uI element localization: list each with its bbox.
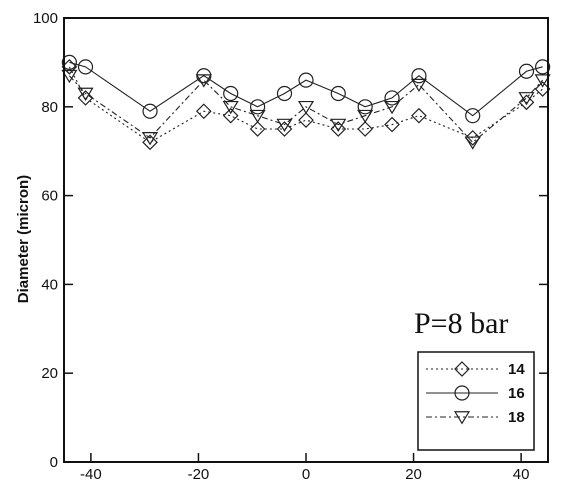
series-line-18 <box>68 75 544 144</box>
legend-marker-18 <box>453 411 471 425</box>
series-14 <box>61 58 551 151</box>
series-16 <box>61 54 551 124</box>
y-axis-label: Diameter (micron) <box>15 175 32 303</box>
y-tick-label: 0 <box>50 454 58 471</box>
series-layer <box>61 54 551 151</box>
legend-box <box>417 351 535 451</box>
legend: 14 16 18 <box>417 351 535 451</box>
data-point <box>276 118 293 133</box>
data-point <box>298 72 314 88</box>
data-point <box>249 121 266 137</box>
data-point <box>464 136 481 150</box>
data-point <box>61 54 77 71</box>
data-point <box>195 103 212 120</box>
y-tick-label: 60 <box>41 188 58 205</box>
data-point <box>250 99 266 115</box>
data-point <box>77 87 94 101</box>
y-tick-label: 80 <box>41 99 58 116</box>
data-point <box>518 92 535 106</box>
data-point <box>77 59 94 75</box>
series-line-16 <box>69 61 543 117</box>
data-point <box>298 112 314 128</box>
data-point <box>142 134 158 151</box>
data-point <box>222 100 239 115</box>
data-point <box>384 90 400 106</box>
data-point <box>330 121 347 137</box>
y-tick-label: 100 <box>33 10 58 27</box>
data-point <box>357 109 374 124</box>
data-point <box>249 109 266 124</box>
legend-label-18: 18 <box>508 409 525 426</box>
data-point <box>141 132 159 146</box>
legend-marker-16 <box>454 385 470 401</box>
data-point <box>77 90 94 106</box>
data-point <box>297 100 315 115</box>
data-point <box>276 85 293 102</box>
data-point <box>518 63 535 79</box>
data-point <box>411 107 427 124</box>
legend-label-14: 14 <box>508 361 525 378</box>
data-point <box>410 78 427 93</box>
x-tick-label: -20 <box>188 466 210 481</box>
x-tick-label: 40 <box>513 466 530 481</box>
data-point <box>222 107 239 124</box>
data-point <box>330 85 346 102</box>
pressure-annotation: P=8 bar <box>414 307 508 340</box>
data-point <box>383 100 401 115</box>
data-point <box>534 74 551 88</box>
legend-label-16: 16 <box>508 385 525 402</box>
data-point <box>357 99 373 115</box>
y-tick-label: 20 <box>41 365 58 382</box>
x-tick-label: 0 <box>302 466 310 481</box>
data-point <box>61 69 78 84</box>
legend-marker-14 <box>454 361 470 377</box>
data-point <box>411 68 427 84</box>
data-point <box>535 59 551 75</box>
x-tick-label: 20 <box>405 466 422 481</box>
x-tick-label: -40 <box>80 466 102 481</box>
data-point <box>465 108 481 124</box>
data-point <box>142 103 158 119</box>
data-point <box>276 121 293 137</box>
data-point <box>223 85 239 102</box>
data-point <box>384 116 400 133</box>
series-18 <box>61 69 551 150</box>
data-point <box>357 121 374 137</box>
data-point <box>464 130 481 146</box>
axis-ticks: -40 -20 0 20 40 0 20 40 60 80 100 <box>33 10 548 481</box>
data-point <box>518 94 535 111</box>
y-tick-label: 40 <box>41 276 58 293</box>
data-point <box>330 118 347 133</box>
data-point <box>195 74 212 88</box>
